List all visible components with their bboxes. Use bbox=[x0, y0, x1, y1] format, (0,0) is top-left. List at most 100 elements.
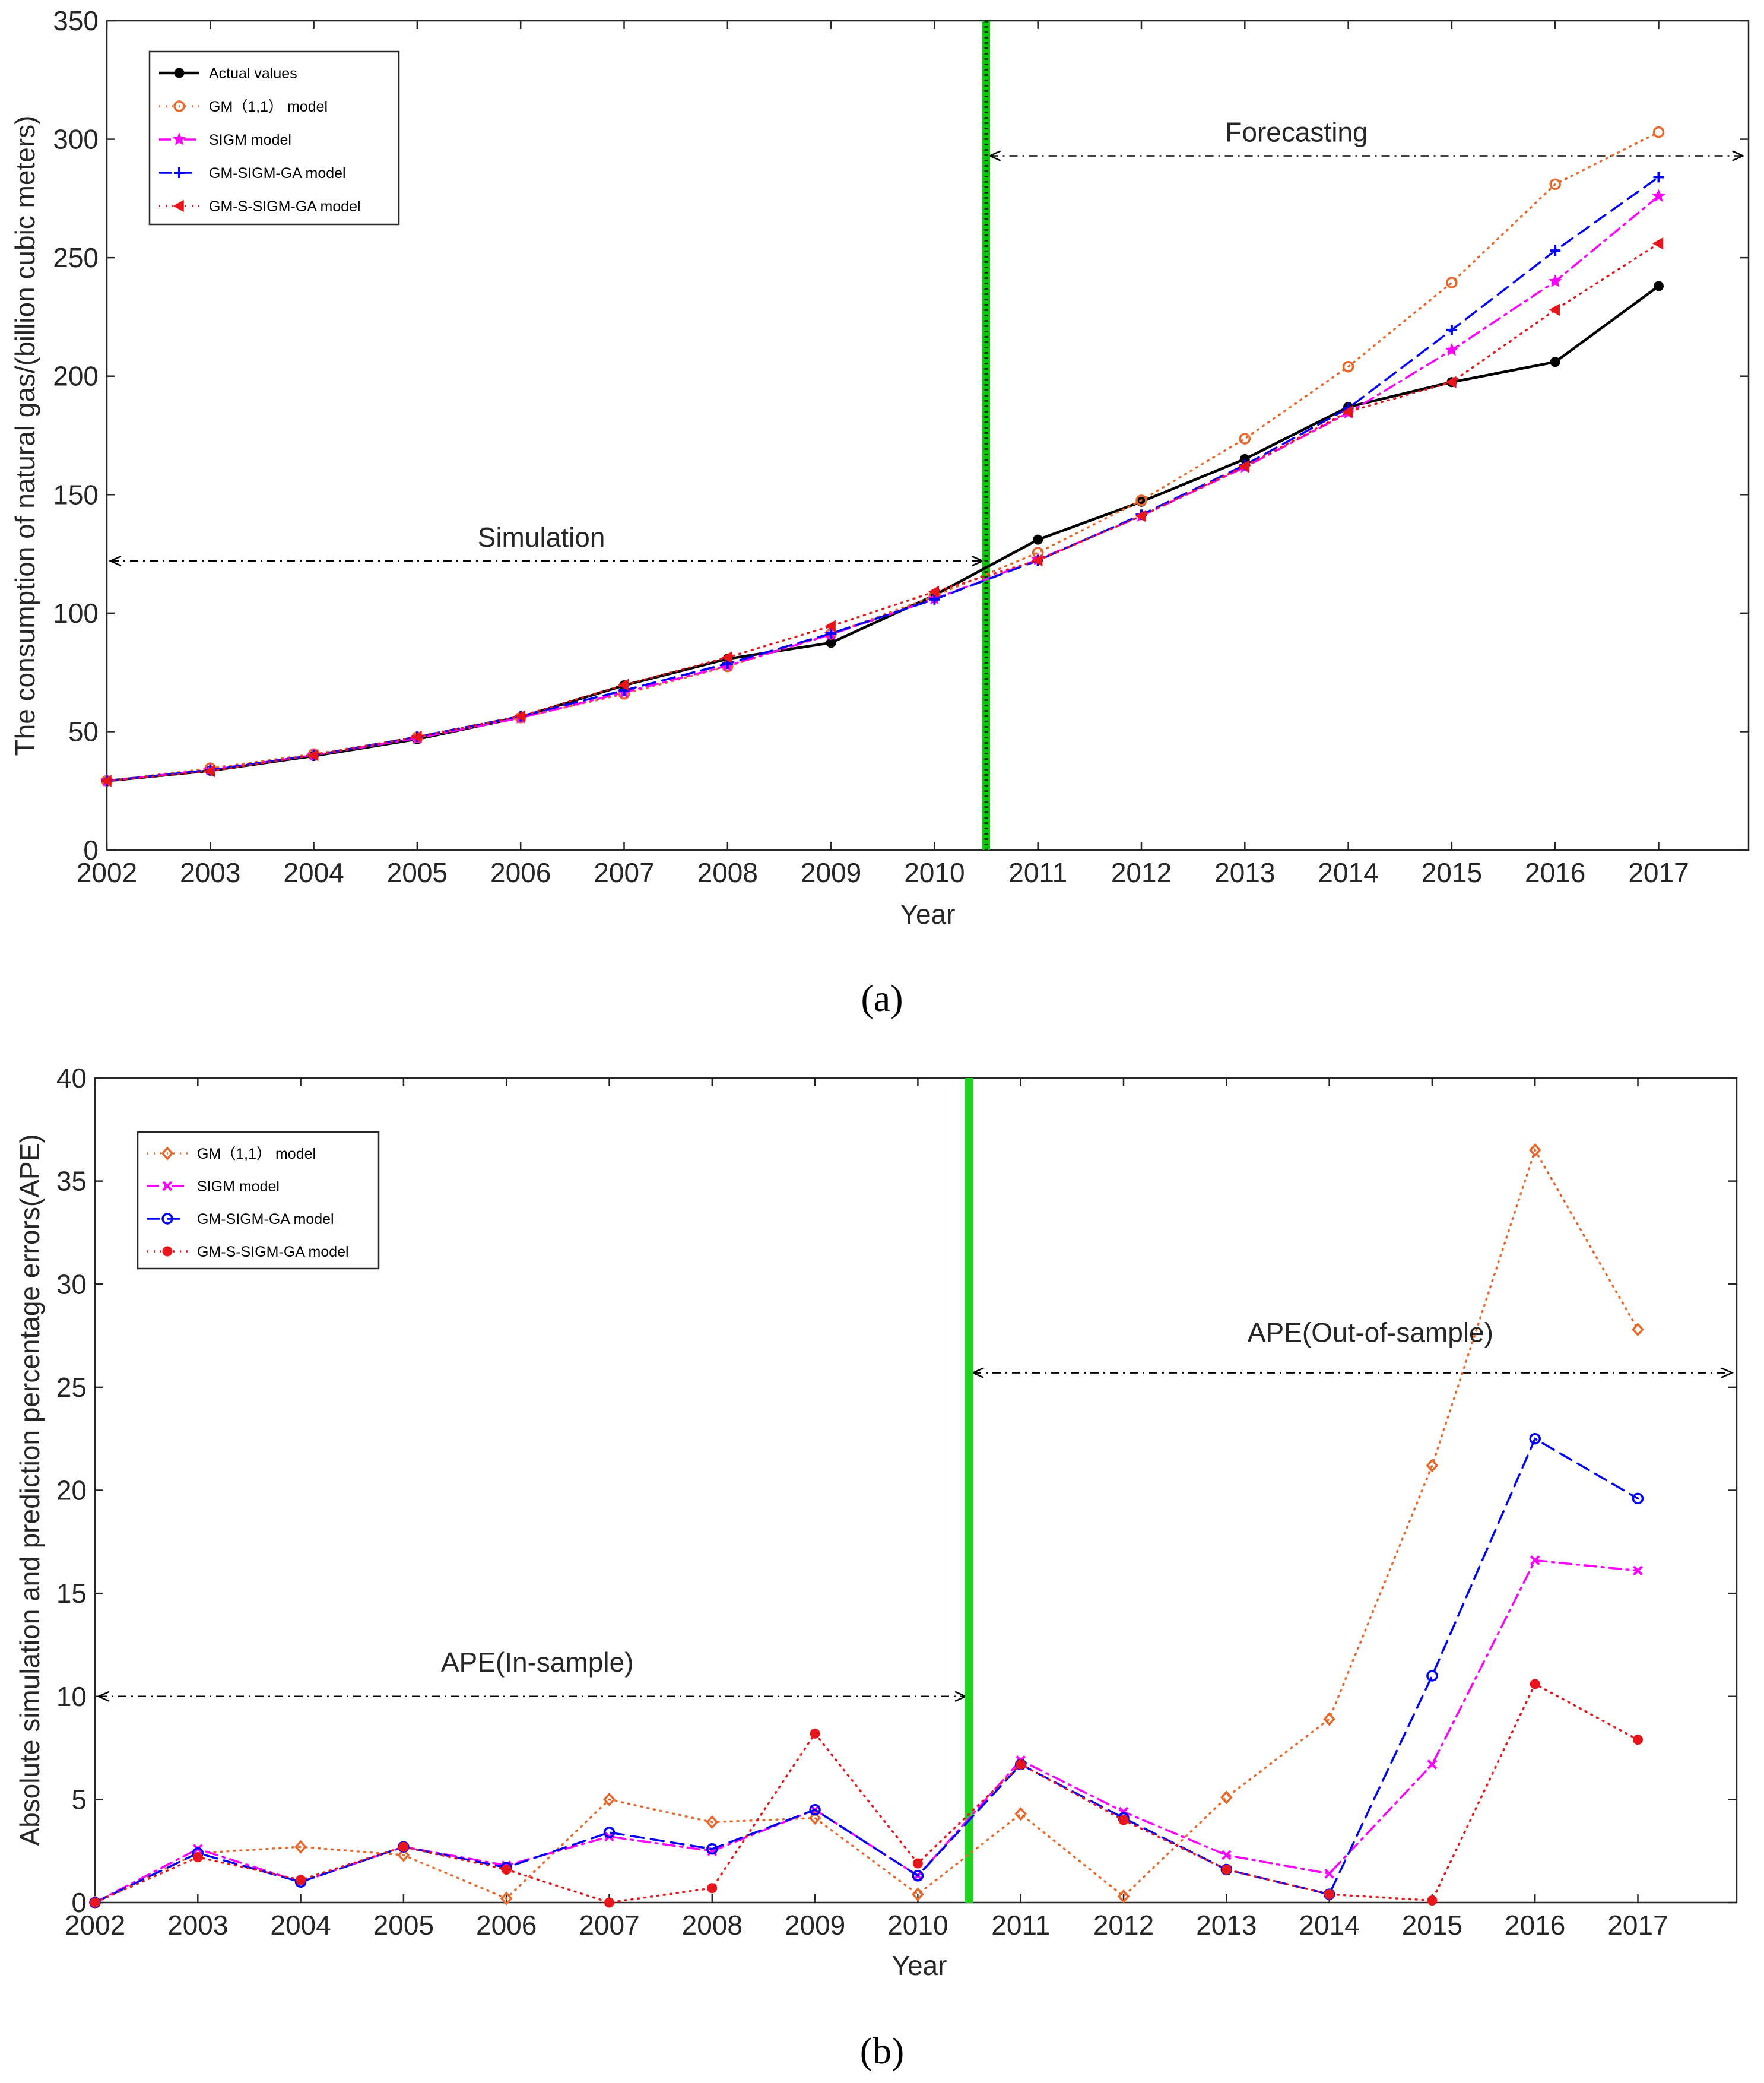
x-tick-label: 2007 bbox=[594, 857, 654, 888]
data-point bbox=[1033, 534, 1043, 545]
data-point bbox=[824, 620, 836, 633]
legend-marker bbox=[161, 1146, 174, 1161]
annotation-label: APE(Out-of-sample) bbox=[1248, 1317, 1493, 1348]
panel-a-caption: (a) bbox=[861, 977, 903, 1019]
series-line bbox=[106, 176, 1660, 782]
x-tick-label: 2014 bbox=[1299, 1910, 1359, 1941]
data-point bbox=[1427, 1759, 1438, 1770]
legend-marker bbox=[174, 167, 185, 178]
series-line bbox=[106, 242, 1660, 782]
data-point bbox=[398, 1841, 409, 1852]
data-point bbox=[1446, 277, 1458, 288]
x-tick-label: 2013 bbox=[1214, 857, 1275, 888]
x-tick-label: 2013 bbox=[1196, 1910, 1257, 1941]
y-tick-label: 30 bbox=[56, 1269, 87, 1299]
panel-a-y-ticks: 0 50 100 150 200 250 300 350 bbox=[53, 5, 1749, 865]
data-point bbox=[1550, 357, 1560, 367]
panel-b-annotations: APE(In-sample) APE(Out-of-sample) bbox=[96, 1317, 1734, 1702]
data-point bbox=[1239, 433, 1251, 445]
y-tick-label: 150 bbox=[53, 479, 99, 510]
legend-marker bbox=[173, 199, 184, 213]
data-point bbox=[1220, 1790, 1233, 1805]
annotation-arrow-head-left bbox=[108, 555, 122, 567]
data-point bbox=[1324, 1889, 1335, 1900]
x-tick-label: 2003 bbox=[180, 857, 240, 888]
data-point bbox=[1117, 1889, 1130, 1904]
x-tick-label: 2014 bbox=[1318, 857, 1378, 888]
annotation-label: Forecasting bbox=[1225, 117, 1368, 148]
data-point bbox=[1342, 405, 1353, 418]
legend-marker bbox=[174, 68, 185, 78]
series-0 bbox=[88, 1143, 1644, 1910]
data-point bbox=[706, 1843, 718, 1855]
data-point bbox=[1550, 245, 1561, 256]
data-point bbox=[514, 710, 525, 722]
x-tick-label: 2002 bbox=[65, 1910, 125, 1941]
data-point bbox=[90, 1897, 100, 1908]
data-point bbox=[808, 1811, 821, 1825]
panel-a-x-axis-label: Year bbox=[900, 899, 956, 930]
annotation-label: Simulation bbox=[478, 522, 605, 553]
y-tick-label: 350 bbox=[53, 5, 99, 36]
y-tick-label: 20 bbox=[56, 1475, 87, 1506]
data-point bbox=[1118, 1815, 1129, 1825]
y-tick-label: 0 bbox=[83, 835, 99, 865]
y-tick-label: 50 bbox=[68, 716, 99, 747]
x-tick-label: 2006 bbox=[476, 1910, 537, 1941]
x-tick-label: 2007 bbox=[579, 1910, 639, 1941]
x-tick-label: 2016 bbox=[1525, 857, 1585, 888]
annotation-label: APE(In-sample) bbox=[441, 1647, 634, 1678]
data-point bbox=[1221, 1850, 1232, 1860]
legend-box bbox=[148, 50, 400, 226]
y-tick-label: 35 bbox=[56, 1166, 87, 1197]
panel-b-series bbox=[88, 1143, 1644, 1910]
series-4 bbox=[100, 237, 1664, 787]
data-point bbox=[1529, 1432, 1541, 1445]
data-point bbox=[707, 1883, 718, 1894]
data-point bbox=[1652, 126, 1665, 138]
panel-a-x-ticks: 2002 2003 2004 2005 2006 2007 2008 2009 2010 2011… bbox=[77, 21, 1689, 888]
data-point bbox=[1528, 1143, 1541, 1158]
legend-marker bbox=[161, 1213, 173, 1225]
data-point bbox=[1445, 376, 1457, 388]
data-point bbox=[1032, 554, 1043, 567]
legend-marker bbox=[162, 1181, 173, 1191]
panel-a-annotations: Simulation Forecasting bbox=[108, 117, 1745, 567]
data-point bbox=[501, 1864, 512, 1875]
data-point bbox=[1014, 1807, 1027, 1821]
data-point bbox=[1633, 1735, 1643, 1745]
x-tick-label: 2010 bbox=[904, 857, 965, 888]
data-point bbox=[928, 585, 940, 598]
data-point bbox=[1530, 1555, 1540, 1565]
data-point bbox=[912, 1870, 924, 1882]
y-tick-label: 10 bbox=[56, 1681, 87, 1712]
data-point bbox=[1221, 1864, 1232, 1875]
panel-b-x-ticks: 2002 2003 2004 2005 2006 2007 2008 2009 2010 2011… bbox=[65, 1078, 1668, 1941]
legend-marker bbox=[172, 132, 186, 145]
x-tick-label: 2011 bbox=[991, 1910, 1050, 1941]
x-tick-label: 2017 bbox=[1628, 857, 1689, 888]
x-tick-label: 2005 bbox=[373, 1910, 434, 1941]
y-tick-label: 25 bbox=[56, 1372, 87, 1403]
series-3 bbox=[90, 1679, 1643, 1908]
x-tick-label: 2004 bbox=[283, 857, 344, 888]
x-tick-label: 2011 bbox=[1008, 857, 1067, 888]
x-tick-label: 2012 bbox=[1111, 857, 1172, 888]
data-point bbox=[912, 1887, 924, 1901]
data-point bbox=[1654, 281, 1664, 291]
y-tick-label: 40 bbox=[56, 1063, 87, 1093]
legend-label: SIGM model bbox=[197, 1178, 280, 1195]
data-point bbox=[1530, 1679, 1540, 1689]
data-point bbox=[1548, 274, 1562, 287]
series-line bbox=[94, 1437, 1639, 1904]
data-point bbox=[296, 1875, 306, 1885]
x-tick-label: 2005 bbox=[387, 857, 448, 888]
annotation-arrow-head-left bbox=[96, 1691, 110, 1702]
data-point bbox=[1135, 509, 1146, 522]
data-point bbox=[1323, 1712, 1335, 1726]
legend-label: GM-SIGM-GA model bbox=[197, 1211, 334, 1228]
data-point bbox=[1653, 172, 1664, 183]
